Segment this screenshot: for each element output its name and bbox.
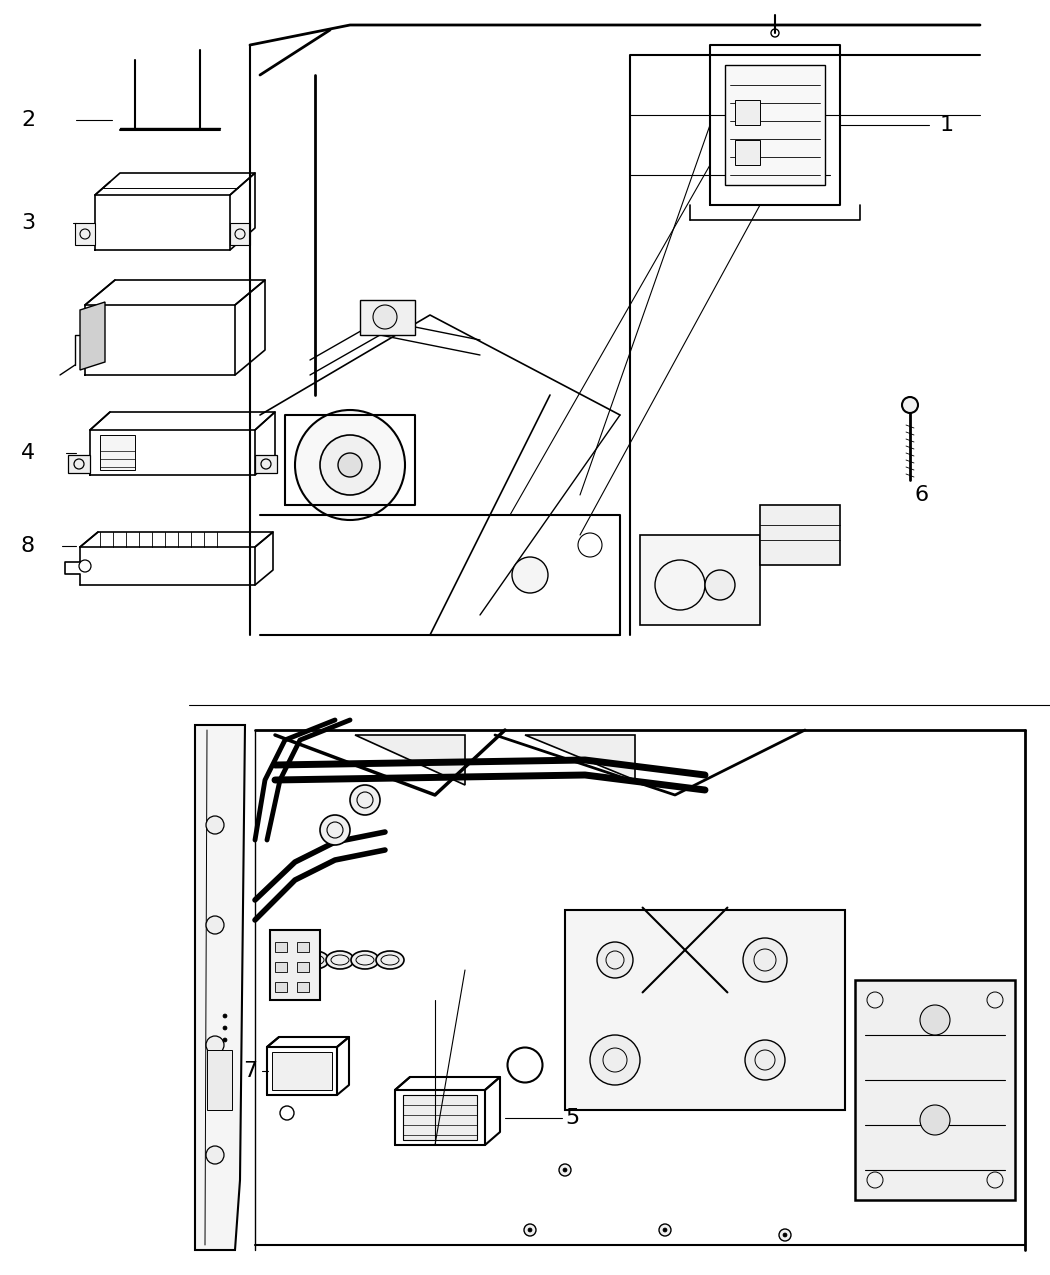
Bar <box>565 910 845 1111</box>
Text: 2: 2 <box>21 110 35 130</box>
Circle shape <box>338 453 362 477</box>
Ellipse shape <box>900 1093 970 1148</box>
Bar <box>207 1051 232 1111</box>
Circle shape <box>223 1038 227 1042</box>
Ellipse shape <box>646 601 664 609</box>
Circle shape <box>783 1233 788 1237</box>
Bar <box>275 982 287 992</box>
Text: 1: 1 <box>940 115 953 135</box>
Bar <box>724 65 825 185</box>
Circle shape <box>779 1229 791 1241</box>
Circle shape <box>559 1164 571 1176</box>
Bar <box>360 300 415 335</box>
Polygon shape <box>525 734 635 780</box>
Ellipse shape <box>900 992 970 1048</box>
Circle shape <box>223 1014 227 1017</box>
Ellipse shape <box>507 1048 543 1082</box>
Bar <box>275 963 287 972</box>
Circle shape <box>663 1228 667 1232</box>
Bar <box>297 942 309 952</box>
Ellipse shape <box>351 951 379 969</box>
Bar <box>68 455 90 473</box>
Text: 7: 7 <box>244 1061 257 1081</box>
Ellipse shape <box>665 986 745 1035</box>
Text: 3: 3 <box>21 213 35 233</box>
Circle shape <box>920 1005 950 1035</box>
Text: 5: 5 <box>565 1108 580 1128</box>
Bar <box>403 1095 477 1140</box>
Circle shape <box>743 938 788 982</box>
Text: 6: 6 <box>915 484 929 505</box>
Circle shape <box>350 785 380 815</box>
Bar <box>100 435 135 470</box>
Circle shape <box>597 942 633 978</box>
Bar <box>275 942 287 952</box>
Bar <box>760 505 840 565</box>
Ellipse shape <box>686 601 704 609</box>
Circle shape <box>705 570 735 601</box>
Circle shape <box>295 411 405 520</box>
Bar <box>75 223 94 245</box>
Circle shape <box>223 1026 227 1030</box>
Text: 4: 4 <box>21 442 35 463</box>
Circle shape <box>902 397 918 413</box>
Bar <box>297 963 309 972</box>
Circle shape <box>320 815 350 845</box>
Circle shape <box>920 1105 950 1135</box>
Bar <box>270 929 320 1000</box>
Circle shape <box>528 1228 532 1232</box>
Polygon shape <box>355 734 465 785</box>
Circle shape <box>512 557 548 593</box>
Bar <box>297 982 309 992</box>
Circle shape <box>659 1224 671 1235</box>
Circle shape <box>373 305 397 329</box>
Bar <box>735 140 760 164</box>
Circle shape <box>320 435 380 495</box>
Circle shape <box>206 1146 224 1164</box>
Polygon shape <box>80 302 105 370</box>
Circle shape <box>524 1224 536 1235</box>
Bar <box>735 99 760 125</box>
Polygon shape <box>195 725 245 1250</box>
Circle shape <box>206 1037 224 1054</box>
Circle shape <box>206 915 224 935</box>
Bar <box>855 980 1015 1200</box>
Bar <box>255 455 277 473</box>
Circle shape <box>590 1035 640 1085</box>
Ellipse shape <box>301 951 329 969</box>
Text: 8: 8 <box>21 536 35 556</box>
Circle shape <box>746 1040 785 1080</box>
Bar <box>640 536 760 625</box>
Circle shape <box>563 1168 567 1172</box>
Ellipse shape <box>376 951 404 969</box>
Ellipse shape <box>326 951 354 969</box>
Bar <box>272 1052 332 1090</box>
Circle shape <box>206 816 224 834</box>
Bar <box>230 223 250 245</box>
